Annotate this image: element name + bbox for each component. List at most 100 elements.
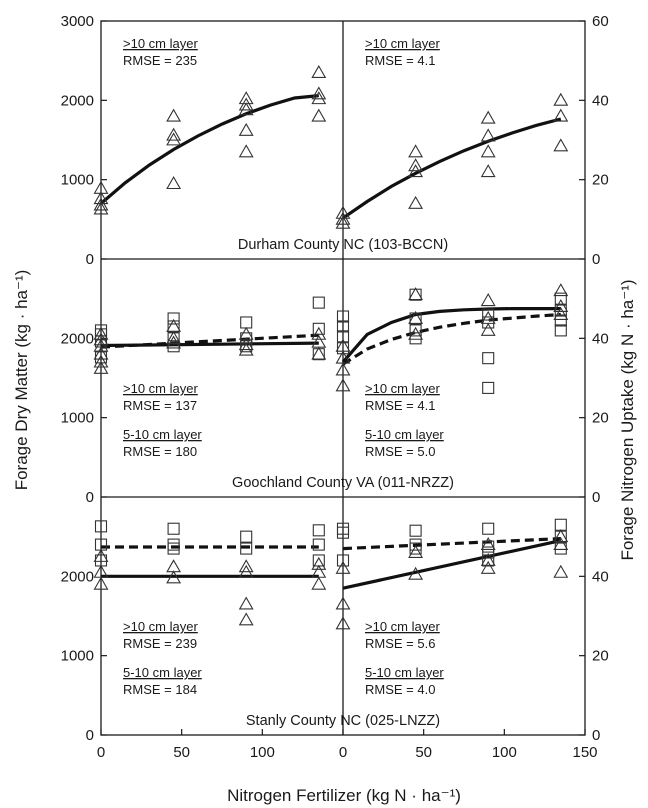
- x-tick-label-right: 150: [572, 744, 597, 761]
- marker-triangle-gt10cm: [335, 362, 351, 376]
- marker-triangle-gt10cm: [335, 211, 351, 225]
- marker-square-5-10cm: [409, 288, 422, 301]
- marker-triangle-gt10cm: [553, 108, 569, 122]
- marker-triangle-gt10cm: [238, 559, 254, 573]
- marker-triangle-gt10cm: [238, 342, 254, 356]
- marker-square-5-10cm: [94, 520, 108, 533]
- annotation-layer-label: >10 cm layer: [123, 381, 198, 396]
- y-tick-label-left: 3000: [61, 13, 94, 30]
- y-tick-label-right: 20: [592, 648, 609, 665]
- y-tick-label-right: 40: [592, 92, 609, 109]
- marker-square-5-10cm: [94, 351, 108, 364]
- marker-triangle-gt10cm: [166, 132, 182, 146]
- marker-square-5-10cm: [240, 332, 253, 345]
- marker-square-5-10cm: [167, 320, 180, 333]
- marker-triangle-gt10cm: [166, 570, 182, 584]
- marker-triangle-gt10cm: [335, 205, 351, 219]
- marker-triangle-gt10cm: [311, 86, 327, 100]
- x-tick-label-right: 0: [339, 744, 347, 761]
- annotation-layer-label: >10 cm layer: [365, 36, 440, 51]
- fit-line-5-10cm: [100, 333, 319, 349]
- marker-square-5-10cm: [336, 330, 350, 343]
- marker-square-5-10cm: [94, 554, 108, 567]
- marker-triangle-gt10cm: [480, 536, 496, 551]
- marker-triangle-gt10cm: [553, 92, 569, 106]
- marker-square-5-10cm: [312, 554, 325, 567]
- marker-triangle-gt10cm: [311, 326, 327, 340]
- marker-triangle-gt10cm: [311, 64, 327, 78]
- marker-square-5-10cm: [336, 554, 350, 567]
- y-tick-label-left: 2000: [61, 92, 94, 109]
- marker-square-5-10cm: [482, 316, 495, 329]
- marker-triangle-gt10cm: [408, 544, 424, 558]
- annotation-rmse: RMSE = 235: [123, 53, 197, 68]
- marker-triangle-gt10cm: [480, 144, 496, 158]
- marker-triangle-gt10cm: [311, 556, 327, 570]
- y-tick-label-left: 2000: [61, 568, 94, 585]
- marker-triangle-gt10cm: [553, 529, 569, 543]
- marker-triangle-gt10cm: [166, 335, 182, 349]
- data-markers: [93, 64, 569, 630]
- marker-triangle-gt10cm: [408, 144, 424, 158]
- marker-triangle-gt10cm: [408, 310, 424, 324]
- annotation-layer-label: 5-10 cm layer: [123, 427, 202, 442]
- y-tick-label-left: 1000: [61, 410, 94, 427]
- y-tick-label-left: 1000: [61, 172, 94, 189]
- marker-triangle-gt10cm: [166, 559, 182, 573]
- annotation-rmse: RMSE = 180: [123, 444, 197, 459]
- x-tick-label-right: 100: [492, 744, 517, 761]
- marker-triangle-gt10cm: [335, 215, 351, 229]
- marker-square-5-10cm: [409, 542, 422, 555]
- marker-square-5-10cm: [554, 530, 567, 543]
- marker-square-5-10cm: [554, 518, 567, 531]
- marker-triangle-gt10cm: [238, 612, 254, 626]
- marker-triangle-gt10cm: [480, 128, 496, 142]
- panel-county-label: Stanly County NC (025-LNZZ): [246, 713, 440, 729]
- marker-triangle-gt10cm: [93, 346, 109, 360]
- marker-square-5-10cm: [482, 381, 495, 394]
- marker-square-5-10cm: [94, 335, 108, 348]
- marker-square-5-10cm: [312, 538, 325, 551]
- marker-triangle-gt10cm: [166, 176, 182, 190]
- marker-triangle-gt10cm: [93, 338, 109, 352]
- x-tick-label-left: 50: [173, 744, 190, 761]
- marker-square-5-10cm: [482, 308, 495, 321]
- annotation-rmse: RMSE = 5.0: [365, 444, 435, 459]
- annotation-layer-label: 5-10 cm layer: [365, 665, 444, 680]
- y-tick-label-right: 60: [592, 13, 609, 30]
- marker-triangle-gt10cm: [166, 318, 182, 332]
- marker-square-5-10cm: [554, 542, 567, 555]
- annotations: >10 cm layer RMSE = 235 >10 cm layer RMSE =…: [123, 36, 454, 729]
- marker-square-5-10cm: [409, 312, 422, 325]
- annotation-rmse: RMSE = 4.1: [365, 398, 435, 413]
- y-tick-label-right: 20: [592, 172, 609, 189]
- marker-triangle-gt10cm: [93, 201, 109, 215]
- annotation-rmse: RMSE = 4.0: [365, 682, 435, 697]
- marker-square-5-10cm: [482, 522, 495, 535]
- y-tick-label-right: 0: [592, 489, 600, 506]
- marker-triangle-gt10cm: [311, 346, 327, 360]
- marker-square-5-10cm: [336, 342, 350, 355]
- marker-square-5-10cm: [312, 296, 325, 309]
- marker-triangle-gt10cm: [93, 576, 109, 590]
- marker-triangle-gt10cm: [480, 552, 496, 566]
- marker-triangle-gt10cm: [311, 334, 327, 348]
- annotation-layer-label: 5-10 cm layer: [365, 427, 444, 442]
- y-tick-label-left: 1000: [61, 648, 94, 665]
- y-tick-label-right: 40: [592, 330, 609, 347]
- y-tick-label-left: 0: [86, 489, 94, 506]
- marker-triangle-gt10cm: [335, 616, 351, 630]
- marker-triangle-gt10cm: [166, 330, 182, 344]
- fit-line-gt10cm: [99, 94, 319, 205]
- marker-square-5-10cm: [482, 546, 495, 559]
- marker-square-5-10cm: [167, 542, 180, 555]
- y-tick-label-right: 40: [592, 568, 609, 585]
- marker-square-5-10cm: [312, 524, 325, 537]
- marker-triangle-gt10cm: [408, 326, 424, 340]
- fit-line-gt10cm: [342, 539, 562, 590]
- marker-triangle-gt10cm: [93, 332, 109, 346]
- marker-triangle-gt10cm: [335, 596, 351, 610]
- marker-triangle-gt10cm: [553, 138, 569, 152]
- marker-triangle-gt10cm: [93, 354, 109, 368]
